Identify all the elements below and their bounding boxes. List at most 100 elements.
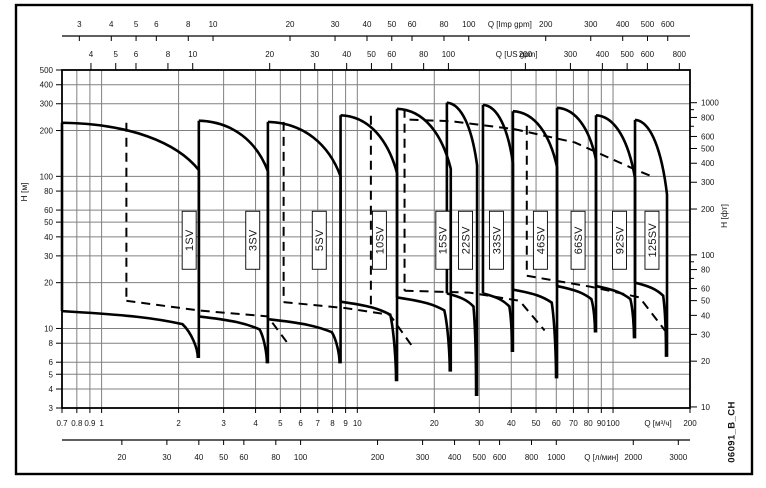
y-axis-ft-tick-label: 40 [701,311,710,320]
x-axis-m3h-tick-label: 3 [221,419,226,428]
x-axis-imp-tick-label: 500 [641,20,655,29]
x-axis-m3h-tick-label: 20 [430,419,439,428]
y-axis-m-tick-label: 200 [40,127,54,136]
pump-label-5sv: 5SV [314,229,326,251]
x-axis-lmin-unit-label: Q [л/мин] [584,453,618,462]
x-axis-m3h-tick-label: 50 [532,419,541,428]
x-axis-lmin-tick-label: 40 [194,453,203,462]
x-axis-m3h-tick-label: 1 [99,419,104,428]
x-axis-m3h-tick-label: 5 [278,419,283,428]
x-axis-m3h-tick-label: 100 [606,419,620,428]
figure-id: 06091_B_CH [726,401,738,463]
pump-label-box-3sv [245,210,261,270]
x-axis-lmin-tick-label: 80 [271,453,280,462]
y-axis-ft-tick-label: 500 [701,144,715,153]
x-axis-m3h-tick-label: 9 [343,419,348,428]
x-axis-us-tick-label: 80 [419,50,428,59]
pump-label-10sv: 10SV [374,226,386,254]
x-axis-us-tick-label: 60 [387,50,396,59]
y-axis-m-tick-label: 10 [44,324,53,333]
pump-envelope-15sv [395,107,453,372]
x-axis-imp-tick-label: 400 [616,20,630,29]
x-axis-lmin-tick-label: 2000 [624,453,642,462]
x-axis-m3h-tick-label: 0.7 [56,419,68,428]
outer-border [14,3,754,476]
x-axis-us-tick-label: 5 [114,50,119,59]
dashed-limit-bottom [283,301,416,350]
y-axis-ft-tick-label: 10 [701,403,710,412]
x-axis-m3h-tick-label: 40 [507,419,516,428]
y-axis-m-tick-label: 6 [49,358,54,367]
x-axis-m3h-tick-label: 70 [569,419,578,428]
x-axis-imp-tick-label: 100 [462,20,476,29]
pump-label-box-92sv [612,210,627,270]
x-axis-imp-tick-label: 10 [209,20,218,29]
pump-envelope-125sv [633,118,669,357]
dashed-limit-bottom [126,299,290,346]
y-axis-m-tick-label: 80 [44,187,53,196]
x-axis-us-tick-label: 20 [265,50,274,59]
x-axis-m3h-tick-label: 90 [597,419,606,428]
x-axis-imp-tick-label: 600 [661,20,675,29]
x-axis-m3h-tick-label: 4 [253,419,258,428]
pump-label-125sv: 125SV [647,223,659,258]
pump-label-46sv: 46SV [535,226,547,254]
pump-label-box-22sv [458,210,473,270]
x-axis-us-tick-label: 10 [188,50,197,59]
y-axis-ft-tick-label: 600 [701,132,715,141]
x-axis-lmin-tick-label: 20 [117,453,126,462]
y-axis-m-tick-label: 3 [49,404,54,413]
x-axis-lmin-tick-label: 3000 [669,453,687,462]
x-axis-m3h-tick-label: 0.8 [71,419,83,428]
x-axis-us-tick-label: 800 [673,50,687,59]
x-axis-imp-tick-label: 4 [109,20,114,29]
x-axis-lmin-tick-label: 50 [219,453,228,462]
pump-label-1sv: 1SV [184,229,196,251]
pump-envelope-1sv [60,121,201,359]
y-axis-ft-tick-label: 80 [701,266,710,275]
pump-label-box-125sv [644,210,660,270]
x-axis-us-tick-label: 100 [442,50,456,59]
y-axis-m-tick-label: 40 [44,233,53,242]
pump-label-92sv: 92SV [614,226,626,254]
x-axis-us-tick-label: 4 [89,50,94,59]
y-axis-ft-tick-label: 60 [701,285,710,294]
x-axis-lmin-tick-label: 1000 [547,453,565,462]
pump-envelope-5sv [266,120,342,364]
x-axis-lmin-tick-label: 60 [239,453,248,462]
x-axis-m3h-tick-label: 8 [330,419,335,428]
x-axis-imp-tick-label: 40 [363,20,372,29]
pump-label-3sv: 3SV [248,229,260,251]
x-axis-us-tick-label: 600 [641,50,655,59]
pump-label-15sv: 15SV [438,226,450,254]
y-axis-ft-tick-label: 400 [701,159,715,168]
x-axis-m3h-tick-label: 200 [683,419,697,428]
x-axis-us-tick-label: 400 [596,50,610,59]
x-axis-us-tick-label: 30 [310,50,319,59]
x-axis-m3h-tick-label: 10 [353,419,362,428]
y-axis-m-tick-label: 4 [49,385,54,394]
x-axis-imp-tick-label: 80 [440,20,449,29]
x-axis-imp-tick-label: 60 [408,20,417,29]
y-axis-m-tick-label: 50 [44,218,53,227]
x-axis-us-tick-label: 500 [620,50,634,59]
y-axis-ft-title: H [фт] [719,204,729,228]
x-axis-imp-tick-label: 3 [77,20,82,29]
x-axis-imp-tick-label: 20 [286,20,295,29]
pump-label-box-46sv [532,210,548,270]
x-axis-m3h-tick-label: 80 [584,419,593,428]
pump-label-box-15sv [435,210,451,270]
pump-label-box-33sv [488,210,504,270]
y-axis-ft-tick-label: 100 [701,251,715,260]
y-axis-m-tick-label: 5 [49,370,54,379]
y-axis-m-tick-label: 500 [40,66,54,75]
y-axis-m-tick-label: 400 [40,81,54,90]
x-axis-us-tick-label: 6 [134,50,139,59]
x-axis-m3h-tick-label: 7 [315,419,320,428]
x-axis-imp-unit-label: Q [Imp gpm] [488,20,532,29]
pump-label-box-10sv [371,210,387,270]
x-axis-lmin-tick-label: 500 [473,453,487,462]
pump-label-66sv: 66SV [573,226,585,254]
x-axis-us-tick-label: 8 [166,50,171,59]
